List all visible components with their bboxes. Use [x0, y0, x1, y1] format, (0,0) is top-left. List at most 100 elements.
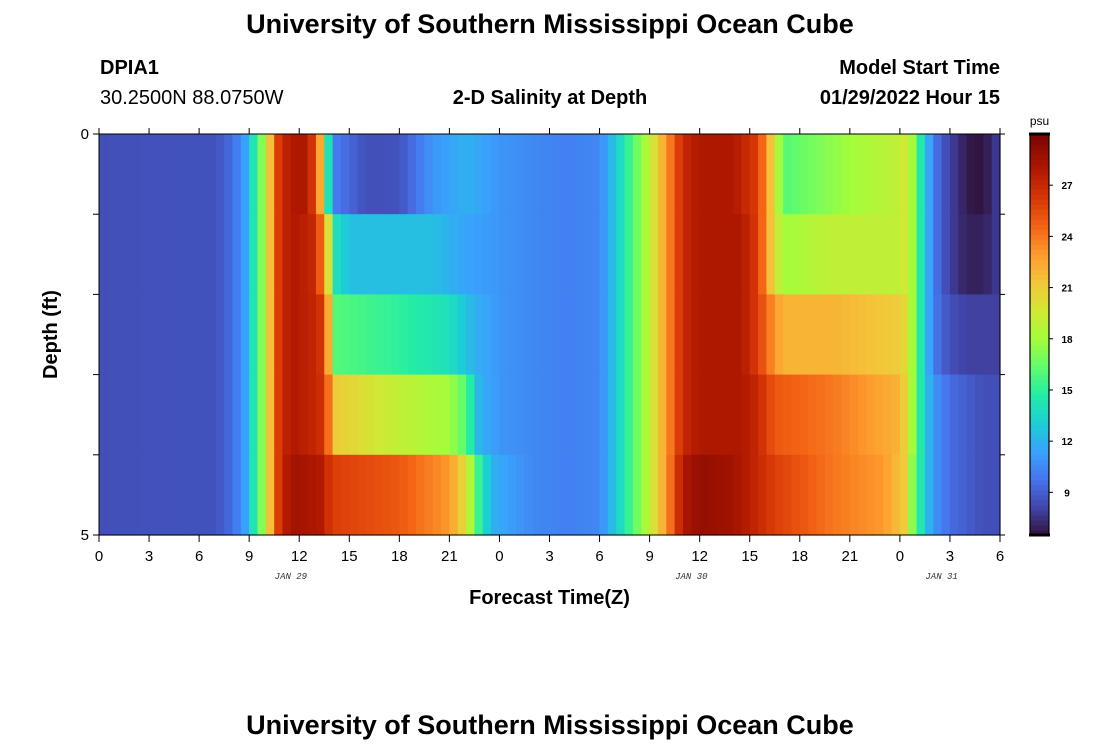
heatmap-cell	[140, 134, 150, 215]
heatmap-cell	[507, 134, 517, 215]
heatmap-cell	[582, 294, 592, 376]
heatmap-cell	[124, 134, 133, 215]
colorbar-tick-label: 15	[1061, 386, 1073, 397]
heatmap-cell	[349, 374, 359, 456]
heatmap-cell	[891, 374, 901, 456]
heatmap-cell	[808, 294, 818, 376]
colorbar-segment	[1030, 184, 1049, 190]
page-title: University of Southern Mississippi Ocean…	[246, 9, 854, 39]
colorbar-segment	[1030, 354, 1049, 361]
heatmap-cell	[315, 374, 325, 456]
heatmap-cell	[858, 294, 868, 376]
heatmap-cell	[933, 214, 943, 295]
heatmap-cell	[749, 134, 759, 215]
heatmap-cell	[532, 454, 542, 536]
heatmap-cell	[416, 134, 425, 215]
heatmap-cell	[607, 294, 617, 376]
heatmap-cell	[516, 214, 526, 295]
heatmap-cell	[632, 454, 642, 536]
heatmap-cell	[124, 454, 133, 536]
heatmap-cell	[966, 374, 976, 456]
heatmap-cell	[482, 374, 492, 456]
model-start-value: 01/29/2022 Hour 15	[819, 87, 1000, 109]
heatmap-cell	[140, 374, 150, 456]
colorbar-segment	[1030, 404, 1049, 411]
heatmap-cell	[641, 454, 651, 536]
heatmap-cell	[399, 374, 409, 456]
date-label: JAN 29	[275, 572, 308, 582]
heatmap-cell	[215, 454, 225, 536]
heatmap-cell	[983, 134, 993, 215]
heatmap-cell	[240, 294, 250, 376]
heatmap-cell	[949, 374, 959, 456]
heatmap-cell	[582, 454, 592, 536]
heatmap-cell	[557, 134, 567, 215]
heatmap-cell	[340, 134, 350, 215]
heatmap-cell	[766, 294, 776, 376]
heatmap-cell	[641, 214, 651, 295]
heatmap-cell	[591, 374, 601, 456]
heatmap-cell	[466, 134, 476, 215]
heatmap-cell	[324, 454, 334, 536]
heatmap-cell	[499, 134, 509, 215]
station-coords: 30.2500N 88.0750W	[100, 87, 284, 109]
heatmap-cell	[966, 294, 976, 376]
colorbar-segment	[1030, 199, 1049, 205]
heatmap-cell	[466, 214, 476, 295]
heatmap-cell	[149, 294, 158, 376]
colorbar-segment	[1030, 389, 1049, 396]
heatmap-cell	[924, 214, 934, 295]
heatmap-cell	[724, 134, 734, 215]
colorbar-segment	[1030, 439, 1049, 446]
heatmap-cell	[332, 294, 342, 376]
x-tick-label: 9	[245, 548, 253, 565]
heatmap-cell	[791, 374, 801, 456]
heatmap-cell	[240, 454, 250, 536]
colorbar-segment	[1030, 474, 1049, 481]
colorbar-segment	[1030, 229, 1049, 235]
heatmap-cell	[290, 374, 300, 456]
heatmap-cell	[257, 454, 267, 536]
heatmap-cell	[432, 374, 442, 456]
heatmap-cell	[340, 454, 350, 536]
heatmap-cell	[766, 454, 776, 536]
heatmap-cell	[858, 134, 868, 215]
colorbar-segment	[1030, 374, 1049, 381]
heatmap-cell	[299, 374, 309, 456]
heatmap-cell	[624, 214, 634, 295]
heatmap-cell	[557, 214, 567, 295]
colorbar-segment	[1030, 164, 1049, 170]
heatmap-cell	[357, 374, 367, 456]
heatmap-cell	[374, 214, 384, 295]
heatmap-cell	[349, 294, 359, 376]
heatmap-cell	[741, 134, 751, 215]
heatmap-cell	[933, 374, 943, 456]
heatmap-cell	[566, 214, 576, 295]
x-tick-label: 21	[841, 548, 858, 565]
heatmap-cell	[290, 214, 300, 295]
heatmap-cell	[841, 454, 851, 536]
heatmap-cell	[282, 214, 292, 295]
heatmap-cell	[958, 134, 968, 215]
heatmap-cell	[816, 374, 826, 456]
heatmap-cell	[866, 134, 876, 215]
heatmap-cell	[390, 214, 400, 295]
heatmap-cell	[466, 294, 476, 376]
heatmap-cell	[774, 214, 784, 295]
heatmap-cell	[774, 134, 784, 215]
heatmap-cell	[491, 294, 501, 376]
heatmap-cell	[874, 214, 884, 295]
heatmap-cell	[315, 294, 325, 376]
heatmap-cell	[566, 454, 576, 536]
heatmap-cell	[858, 454, 868, 536]
heatmap-cell	[374, 134, 384, 215]
heatmap-cell	[307, 134, 317, 215]
heatmap-cell	[833, 134, 843, 215]
heatmap-cell	[716, 134, 726, 215]
colorbar-segment	[1030, 179, 1049, 185]
heatmap-cell	[632, 214, 642, 295]
heatmap-cell	[891, 294, 901, 376]
heatmap-cell	[649, 134, 659, 215]
heatmap-cell	[883, 374, 893, 456]
heatmap-cell	[265, 214, 275, 295]
